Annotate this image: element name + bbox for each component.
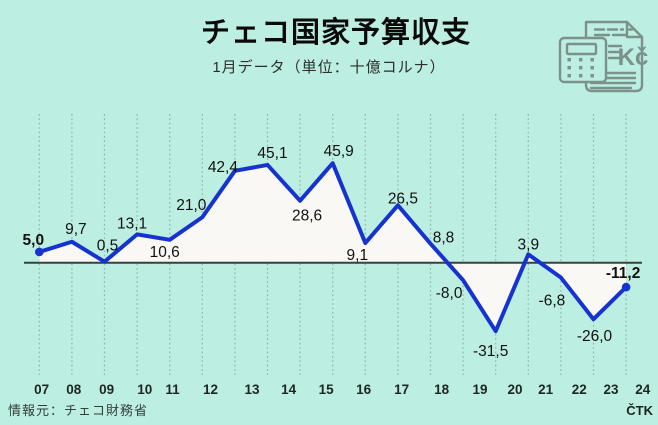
calculator-body <box>558 36 608 84</box>
x-axis-label: 09 <box>99 382 114 397</box>
calculator-icon <box>558 36 608 84</box>
currency-label: Kč <box>618 44 649 71</box>
document-outline <box>584 20 644 93</box>
value-label: 10,6 <box>150 244 180 261</box>
x-axis-label: 12 <box>203 382 218 397</box>
value-label: 21,0 <box>176 197 207 214</box>
x-axis-label: 21 <box>538 382 554 397</box>
x-axis-label: 08 <box>66 382 82 397</box>
value-labels-group: 5,0 9,7 0,5 13,110,6 21,0 42,4 45,1 28,6 45,9 9,1… <box>23 143 641 360</box>
x-axis-label: 17 <box>394 382 409 397</box>
value-label: 8,8 <box>433 230 455 247</box>
area-fill-group <box>39 163 627 332</box>
area-fill <box>39 163 627 332</box>
calculator-keypad <box>567 58 594 78</box>
value-label: 0,5 <box>97 238 119 255</box>
value-label: 3,9 <box>518 236 540 253</box>
value-label: 45,1 <box>257 145 287 162</box>
x-axis-label: 15 <box>319 382 335 397</box>
value-label: 42,4 <box>208 159 239 176</box>
calculator-display <box>565 42 598 56</box>
x-axis-label: 20 <box>507 382 522 397</box>
x-axis-label: 14 <box>281 382 297 397</box>
budget-trend-line <box>37 161 629 334</box>
x-axis-label: 19 <box>472 382 487 397</box>
value-label: 9,7 <box>65 221 87 238</box>
data-point-marker <box>621 282 631 292</box>
document-icon: Kč <box>584 20 649 93</box>
x-axis-label: 10 <box>137 382 152 397</box>
value-label: 13,1 <box>117 215 147 232</box>
x-axis-label: 24 <box>635 382 651 397</box>
source-note: 情報元：チェコ財務省 <box>8 403 149 418</box>
x-axis-label: 13 <box>244 382 260 397</box>
value-label: -11,2 <box>606 265 640 282</box>
value-label: 45,9 <box>324 143 354 160</box>
value-label: -31,5 <box>473 343 508 360</box>
agency-credit: ČTK <box>626 403 653 418</box>
value-label: -8,0 <box>436 285 463 302</box>
x-axis-label: 16 <box>356 382 372 397</box>
value-label: 26,5 <box>388 190 418 207</box>
budget-document-calculator-icon: Kč <box>558 20 649 93</box>
value-label: 5,0 <box>23 232 45 249</box>
x-axis-label: 22 <box>572 382 587 397</box>
line-group <box>35 161 631 334</box>
x-axis-label: 11 <box>165 382 180 397</box>
data-point-marker <box>35 247 44 257</box>
x-axis-label: 07 <box>34 382 49 397</box>
chart-subtitle: 1月データ（単位：十億コルナ） <box>212 59 446 76</box>
value-label: -6,8 <box>539 293 566 310</box>
value-label: 28,6 <box>292 208 322 225</box>
x-axis-labels-group: 07 08 09 10 11 12 13 14 15 16 17 18 19 20 21 22 23 24 <box>34 382 651 397</box>
x-axis-label: 18 <box>434 382 450 397</box>
page-title: チェコ国家予算収支 <box>200 17 471 49</box>
value-label: -26,0 <box>577 328 613 345</box>
x-axis-label: 23 <box>603 382 619 397</box>
value-label: 9,1 <box>347 247 369 264</box>
document-fold-corner <box>625 20 644 39</box>
